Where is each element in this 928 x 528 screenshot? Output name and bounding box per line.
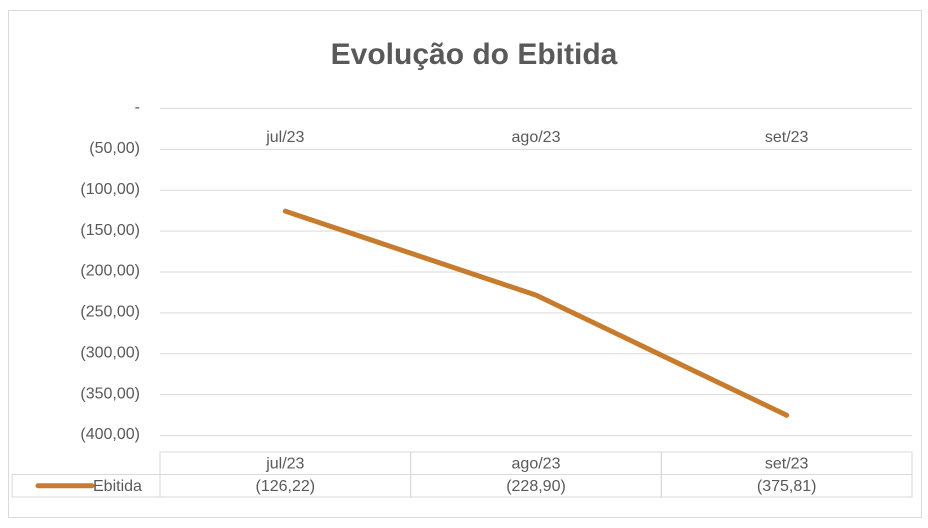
- chart-title: Evolução do Ebitida: [331, 38, 618, 71]
- y-tick-label: (100,00): [80, 181, 140, 198]
- y-tick-label: (300,00): [80, 344, 140, 361]
- table-header: ago/23: [512, 455, 561, 472]
- table-value: (126,22): [256, 478, 316, 495]
- y-tick-label: -: [135, 99, 140, 116]
- x-tick-label: set/23: [765, 129, 809, 146]
- y-tick-label: (200,00): [80, 263, 140, 280]
- series-line: [282, 208, 790, 418]
- y-tick-label: (400,00): [80, 426, 140, 443]
- y-tick-label: (250,00): [80, 304, 140, 321]
- table-value: (375,81): [757, 478, 817, 495]
- table-cell: [660, 474, 913, 498]
- chart-frame: [8, 10, 922, 518]
- table-header: jul/23: [265, 455, 304, 472]
- x-tick-label: ago/23: [512, 129, 561, 146]
- y-tick-label: (350,00): [80, 385, 140, 402]
- legend-label: Ebitida: [93, 478, 142, 495]
- y-tick-label: (50,00): [89, 140, 140, 157]
- x-tick-label: jul/23: [265, 129, 304, 146]
- table-header: set/23: [765, 455, 809, 472]
- y-tick-label: (150,00): [80, 222, 140, 239]
- table-value: (228,90): [506, 478, 566, 495]
